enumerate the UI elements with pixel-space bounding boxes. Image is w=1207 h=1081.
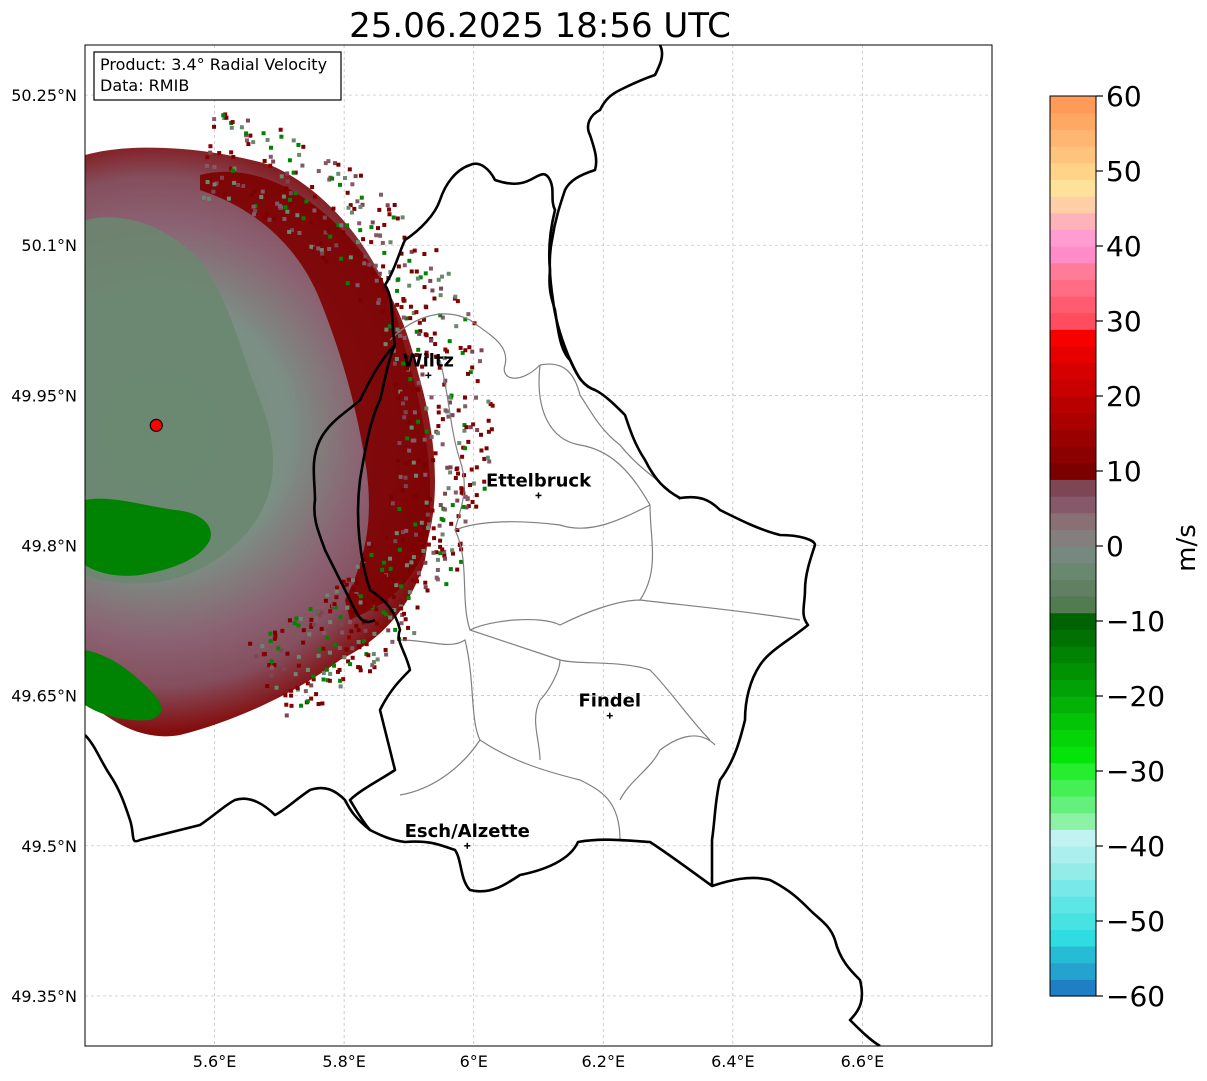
info-product: Product: 3.4° Radial Velocity [100, 55, 327, 74]
lon-tick-label: 6.2°E [582, 1052, 626, 1071]
lat-tick-label: 49.65°N [11, 687, 77, 706]
radar-echo-layer [85, 112, 495, 737]
lat-tick-label: 49.5°N [21, 837, 77, 856]
city-marker[interactable]: Ettelbruck [486, 470, 592, 499]
map-title: 25.06.2025 18:56 UTC [349, 6, 731, 46]
axis-labels: 5.6°E 5.8°E 6°E 6.2°E 6.4°E 6.6°E 50.25°N 50.1°… [11, 86, 884, 1071]
lat-tick-label: 50.1°N [21, 236, 77, 255]
lat-tick-label: 49.35°N [11, 987, 77, 1006]
lon-tick-label: 5.6°E [193, 1052, 237, 1071]
be-lux-border [312, 344, 396, 624]
cities-layer: Wiltz Ettelbruck Findel Esch/Alzette [403, 350, 641, 849]
city-label: Wiltz [403, 350, 454, 371]
city-marker[interactable]: Findel [578, 691, 641, 719]
lat-tick-label: 50.25°N [11, 86, 77, 105]
lon-tick-label: 5.8°E [322, 1052, 366, 1071]
near-field [85, 217, 274, 584]
city-label: Ettelbruck [486, 470, 592, 491]
city-marker[interactable]: Esch/Alzette [405, 821, 530, 849]
lat-tick-label: 49.8°N [21, 537, 77, 556]
lon-tick-label: 6.6°E [841, 1052, 885, 1071]
info-data: Data: RMIB [100, 76, 189, 95]
info-box: Product: 3.4° Radial Velocity Data: RMIB [93, 51, 342, 101]
map-frame [84, 44, 993, 1047]
lux-border [348, 162, 817, 893]
city-marker[interactable]: Wiltz [403, 350, 454, 379]
inbound-core [85, 498, 211, 576]
fr-border-east [711, 876, 881, 1046]
radar-site-marker[interactable] [149, 418, 163, 432]
inbound-south [85, 650, 162, 721]
borders-layer [85, 45, 881, 1046]
be-fr-border [85, 734, 371, 843]
lat-tick-label: 49.95°N [11, 386, 77, 405]
city-label: Findel [578, 691, 641, 712]
city-label: Esch/Alzette [405, 821, 530, 842]
outbound-band [200, 171, 435, 620]
de-border [548, 45, 664, 392]
lon-tick-label: 6°E [460, 1052, 488, 1071]
lon-tick-label: 6.4°E [711, 1052, 755, 1071]
